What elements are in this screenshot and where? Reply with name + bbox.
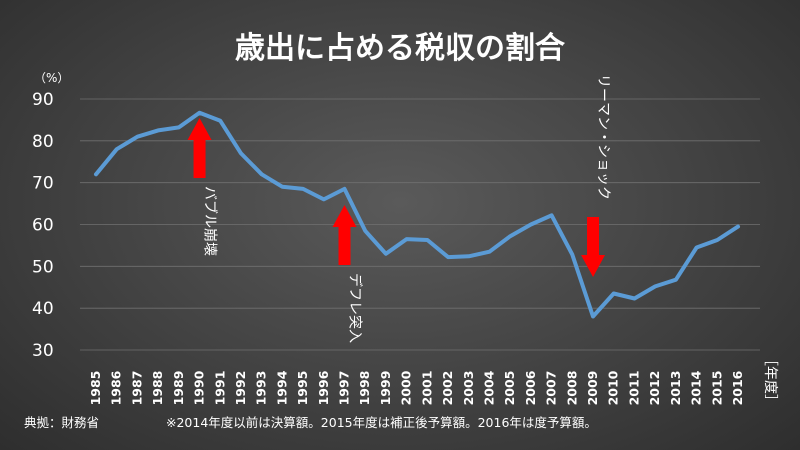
x-tick-labels: 1985 1986 1987 1988 1989 1990 1991 1992 1993 1994… xyxy=(88,370,745,405)
annotation-label-1990: バブル崩壊 xyxy=(202,186,219,256)
y-axis-unit: （%） xyxy=(34,71,69,85)
x-tick-label-2003: 2003 xyxy=(461,371,476,406)
x-tick-label-1991: 1991 xyxy=(212,371,227,406)
x-tick-label-2007: 2007 xyxy=(544,371,559,406)
x-tick-label-2015: 2015 xyxy=(709,371,724,406)
footnote-note: ※2014年度以前は決算額。2015年度は補正後予算額。2016年は度予算額。 xyxy=(166,415,597,430)
x-tick-label-2002: 2002 xyxy=(440,371,455,406)
x-tick-label-2012: 2012 xyxy=(647,371,662,406)
x-tick-label-1997: 1997 xyxy=(337,371,352,406)
y-tick-label-80: 80 xyxy=(32,132,54,152)
series-line xyxy=(94,110,740,319)
y-tick-label-90: 90 xyxy=(32,90,54,110)
x-tick-label-2010: 2010 xyxy=(606,370,621,405)
y-tick-label-60: 60 xyxy=(32,216,54,236)
x-tick-label-1986: 1986 xyxy=(109,370,124,405)
x-tick-label-1996: 1996 xyxy=(316,370,331,405)
x-tick-label-1995: 1995 xyxy=(295,371,310,406)
x-tick-label-1993: 1993 xyxy=(254,371,269,406)
x-tick-label-2006: 2006 xyxy=(523,370,538,405)
annotation-arrow-2009 xyxy=(581,217,606,277)
x-tick-label-2000: 2000 xyxy=(399,370,414,405)
y-tick-label-40: 40 xyxy=(32,299,54,319)
annotation-label-2009: リーマン・ショック xyxy=(595,74,611,200)
x-tick-label-2001: 2001 xyxy=(419,371,434,406)
x-tick-label-2005: 2005 xyxy=(502,371,517,406)
chart-title: 歳出に占める税収の割合 xyxy=(235,31,565,66)
x-tick-label-1999: 1999 xyxy=(378,371,393,406)
annotation-label-1997: デフレ突入 xyxy=(347,273,364,343)
y-tick-label-70: 70 xyxy=(32,174,54,194)
x-tick-label-2014: 2014 xyxy=(689,370,704,405)
y-tick-label-50: 50 xyxy=(32,257,54,277)
x-tick-label-1992: 1992 xyxy=(233,371,248,406)
footnote-source: 典拠：財務省 xyxy=(24,415,99,430)
annotation-arrow-1990 xyxy=(187,118,212,178)
x-tick-label-1988: 1988 xyxy=(150,371,165,406)
x-tick-label-2011: 2011 xyxy=(626,371,641,406)
x-tick-label-2004: 2004 xyxy=(481,370,496,405)
x-tick-label-1989: 1989 xyxy=(171,371,186,406)
x-axis-unit-group: ［年度］ xyxy=(762,352,778,408)
y-tick-labels: 30 40 50 60 70 80 90 xyxy=(32,90,54,361)
x-tick-label-1987: 1987 xyxy=(129,371,144,406)
x-axis-unit: ［年度］ xyxy=(762,352,778,408)
grid-lines xyxy=(80,98,760,351)
x-tick-label-1990: 1990 xyxy=(192,370,207,405)
x-tick-label-1998: 1998 xyxy=(357,371,372,406)
x-tick-label-2016: 2016 xyxy=(730,370,745,405)
x-tick-label-1985: 1985 xyxy=(88,371,103,406)
x-tick-label-2008: 2008 xyxy=(564,371,579,406)
x-tick-label-2013: 2013 xyxy=(668,371,683,406)
y-tick-label-30: 30 xyxy=(32,341,54,361)
x-tick-label-2009: 2009 xyxy=(585,371,600,406)
annotation-arrow-1997 xyxy=(332,205,357,265)
x-tick-label-1994: 1994 xyxy=(274,370,289,405)
